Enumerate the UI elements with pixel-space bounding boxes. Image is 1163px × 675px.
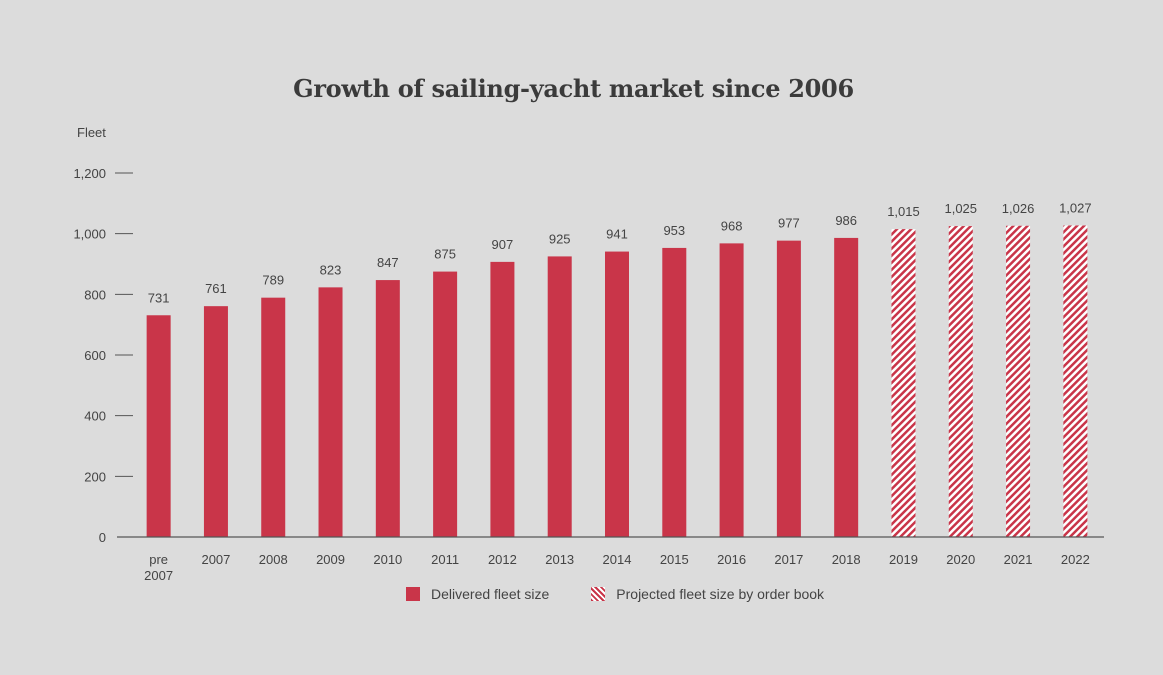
bar-value-label: 1,026 [1002, 201, 1035, 216]
bar-value-label: 925 [549, 231, 571, 246]
x-tick-label-line: 2018 [832, 552, 861, 567]
legend-swatch-solid [406, 587, 420, 601]
legend-label-projected: Projected fleet size by order book [616, 586, 825, 602]
bar-delivered[interactable] [318, 287, 343, 537]
bar-value-label: 907 [492, 237, 514, 252]
bar-delivered[interactable] [375, 280, 400, 537]
x-tick-label: pre 2007 [144, 552, 173, 583]
x-tick-label: 2007 [201, 552, 230, 567]
x-tick-label: 2015 [660, 552, 689, 567]
bar-value-label: 1,027 [1059, 200, 1092, 215]
x-tick-label: 2016 [717, 552, 746, 567]
x-tick-label-line: 2021 [1004, 552, 1033, 567]
chart-title: Growth of sailing-yacht market since 200… [293, 74, 854, 103]
bar-value-label: 953 [663, 223, 685, 238]
x-tick-label-line: 2011 [431, 552, 459, 567]
x-tick-label: 2022 [1061, 552, 1090, 567]
bar-delivered[interactable] [203, 306, 228, 537]
bar-delivered[interactable] [605, 251, 629, 537]
x-tick-label-line: 2019 [889, 552, 918, 567]
x-tick-label-line: 2010 [373, 552, 402, 567]
bar-projected[interactable] [1063, 225, 1088, 537]
legend-swatch-hatched [591, 587, 606, 601]
y-axis: 0 200 400 600 800 1,000 1,200 [73, 166, 133, 545]
x-tick-label-line: 2016 [717, 552, 746, 567]
x-tick-label-line: pre [149, 552, 168, 567]
legend-item-delivered[interactable]: Delivered fleet size [406, 586, 549, 602]
y-tick-label: 600 [84, 348, 106, 363]
x-tick-label-line: 2017 [774, 552, 803, 567]
bar-value-label: 761 [205, 281, 227, 296]
x-tick-label: 2010 [373, 552, 402, 567]
legend-label-delivered: Delivered fleet size [431, 586, 550, 602]
x-tick-label-line: 2020 [946, 552, 975, 567]
bar-value-label: 941 [606, 227, 628, 242]
bar-value-label: 1,025 [944, 201, 977, 216]
y-tick-label: 0 [99, 530, 106, 545]
x-tick-label-line: 2007 [144, 568, 173, 583]
x-tick-label-line: 2014 [603, 552, 632, 567]
bar-delivered[interactable] [490, 261, 515, 537]
y-tick-label: 200 [84, 469, 106, 484]
x-tick-label-line: 2009 [316, 552, 345, 567]
bar-projected[interactable] [1006, 225, 1031, 537]
x-tick-label: 2018 [832, 552, 861, 567]
x-tick-label: 2009 [316, 552, 345, 567]
bar-delivered[interactable] [776, 240, 801, 538]
y-tick-label: 400 [84, 409, 106, 424]
x-tick-label-line: 2007 [201, 552, 230, 567]
y-tick-label: 1,000 [73, 227, 106, 242]
x-tick-label: 2008 [259, 552, 288, 567]
x-tick-label: 2012 [488, 552, 517, 567]
bar-value-label: 731 [148, 290, 170, 305]
x-tick-label: 2011 [431, 552, 459, 567]
bar-value-label: 823 [320, 262, 342, 277]
x-tick-label-line: 2015 [660, 552, 689, 567]
x-tick-label-line: 2013 [545, 552, 574, 567]
x-tick-label: 2021 [1004, 552, 1033, 567]
bar-delivered[interactable] [834, 237, 859, 537]
bar-value-label: 986 [835, 213, 857, 228]
y-axis-label: Fleet [77, 125, 106, 140]
legend-item-projected[interactable]: Projected fleet size by order book [591, 586, 824, 602]
bars-group [146, 225, 1088, 538]
bar-delivered[interactable] [433, 271, 458, 537]
value-labels-group: 731 761 789 823 847 875 907 925 941 953 968 977 986 1… [148, 200, 1092, 305]
bar-value-label: 977 [778, 216, 800, 231]
legend: Delivered fleet size Projected fleet siz… [406, 586, 866, 602]
x-tick-label: 2019 [889, 552, 918, 567]
x-tick-label-line: 2022 [1061, 552, 1090, 567]
x-tick-label-line: 2012 [488, 552, 517, 567]
y-tick-label: 1,200 [73, 166, 106, 181]
bar-value-label: 847 [377, 255, 399, 270]
bar-projected[interactable] [948, 226, 973, 538]
bar-delivered[interactable] [261, 297, 286, 537]
x-tick-label: 2020 [946, 552, 975, 567]
bar-value-label: 1,015 [887, 204, 920, 219]
bar-value-label: 875 [434, 247, 456, 262]
x-tick-label: 2014 [603, 552, 632, 567]
bar-value-label: 968 [721, 218, 743, 233]
bar-projected[interactable] [891, 229, 916, 537]
x-tick-label: 2013 [545, 552, 574, 567]
bar-delivered[interactable] [662, 247, 687, 537]
x-tick-label-line: 2008 [259, 552, 288, 567]
bar-delivered[interactable] [547, 256, 572, 537]
y-tick-label: 800 [84, 287, 106, 302]
bar-delivered[interactable] [146, 315, 171, 537]
bar-value-label: 789 [262, 273, 284, 288]
bar-delivered[interactable] [719, 243, 744, 537]
x-tick-label: 2017 [774, 552, 803, 567]
